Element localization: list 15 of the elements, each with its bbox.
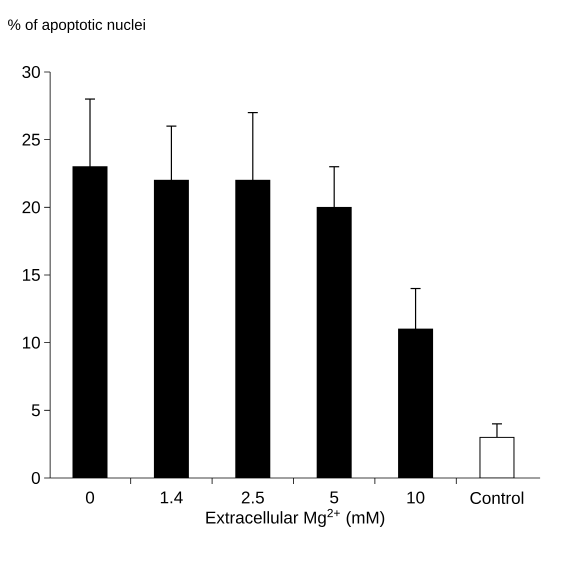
y-tick-label: 20	[22, 201, 40, 214]
x-tick-label: Control	[470, 492, 524, 504]
x-tick-label: 1.4	[160, 492, 183, 504]
y-tick-label: 15	[22, 269, 40, 281]
y-tick-label: 5	[32, 404, 40, 416]
y-tick-label: 30	[22, 66, 40, 78]
y-axis-title: % of apoptotic nuclei	[8, 19, 145, 33]
x-tick-label: 2.5	[242, 492, 264, 504]
y-tick-label: 10	[22, 336, 40, 349]
x-tick-label: 10	[407, 492, 424, 504]
y-tick-label: 25	[22, 134, 40, 146]
x-axis-title: Extracellular Mg$^{2+}$ (mM)	[206, 508, 384, 527]
y-tick-label: 0	[32, 472, 40, 484]
x-tick-label: 5	[330, 492, 338, 504]
x-tick-label: 0	[86, 492, 94, 504]
